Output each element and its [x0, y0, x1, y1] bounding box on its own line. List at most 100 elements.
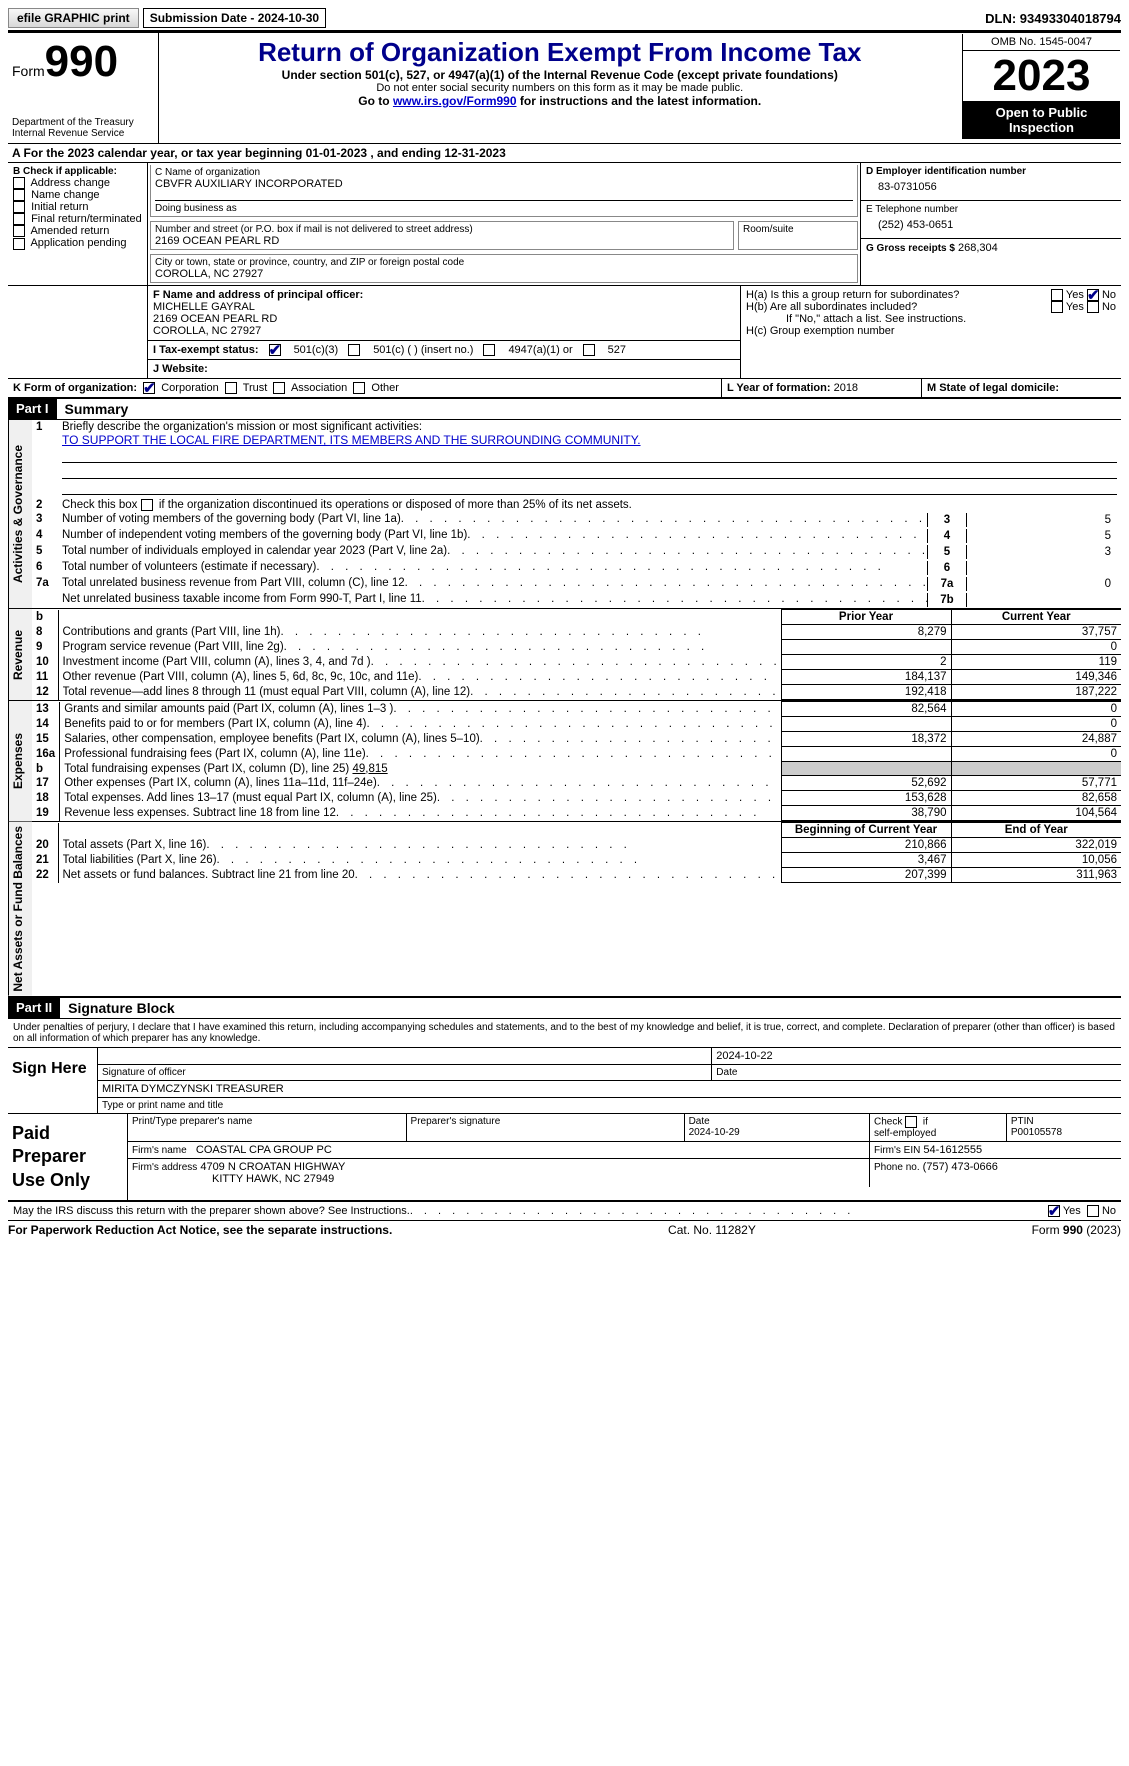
discuss-yes[interactable]	[1048, 1205, 1060, 1217]
tax-year: 2023	[962, 51, 1120, 101]
chk-assoc[interactable]	[273, 382, 285, 394]
phone-label: E Telephone number	[866, 204, 1116, 215]
year-formation: 2018	[834, 382, 858, 394]
box-b-checkbox[interactable]	[13, 189, 25, 201]
box-b-checkbox[interactable]	[13, 201, 25, 213]
box-b-item: Address change	[13, 177, 142, 189]
ha-yes[interactable]	[1051, 289, 1063, 301]
officer-name: MICHELLE GAYRAL	[153, 301, 735, 313]
fin-text: Salaries, other compensation, employee b…	[60, 732, 781, 747]
box-m: M State of legal domicile:	[921, 379, 1121, 397]
line-num: 7a	[36, 577, 62, 589]
firm-ein-row: Firm's EIN 54-1612555	[870, 1141, 1122, 1158]
box-l: L Year of formation: 2018	[721, 379, 921, 397]
line-text: Total number of individuals employed in …	[62, 545, 447, 557]
submission-date: Submission Date - 2024-10-30	[143, 8, 326, 28]
chk-527[interactable]	[583, 344, 595, 356]
fin-current: 149,346	[951, 670, 1121, 685]
box-b-checkbox[interactable]	[13, 177, 25, 189]
line-box: 5	[927, 545, 967, 559]
box-f: F Name and address of principal officer:…	[148, 286, 740, 340]
section-expenses: Expenses 13Grants and similar amounts pa…	[8, 701, 1121, 822]
fin-current: 104,564	[951, 806, 1121, 821]
fin-current: 0	[951, 702, 1121, 717]
footer-paperwork: For Paperwork Reduction Act Notice, see …	[8, 1223, 392, 1237]
fin-prior: 82,564	[781, 702, 951, 717]
firm-name-row: Firm's name COASTAL CPA GROUP PC	[128, 1141, 870, 1158]
sign-here-label: Sign Here	[8, 1048, 98, 1113]
box-c: C Name of organization CBVFR AUXILIARY I…	[148, 163, 861, 285]
chk-corp[interactable]	[143, 382, 155, 394]
form-title: Return of Organization Exempt From Incom…	[167, 37, 954, 68]
mission-underline	[62, 449, 1117, 463]
box-b-item: Application pending	[13, 237, 142, 249]
line-1-label: Briefly describe the organization's miss…	[62, 421, 422, 433]
officer-label: F Name and address of principal officer:	[153, 289, 735, 301]
sign-here-block: Sign Here 2024-10-22 Signature of office…	[8, 1047, 1121, 1114]
line-box: 6	[927, 561, 967, 575]
fin-row: 22Net assets or fund balances. Subtract …	[32, 868, 1121, 883]
fin-current: 187,222	[951, 685, 1121, 700]
name-title-label: Type or print name and title	[98, 1097, 1121, 1113]
fin-text: Total assets (Part X, line 16) . . . . .…	[58, 838, 781, 853]
officer-name-title: MIRITA DYMCZYNSKI TREASURER	[98, 1080, 1121, 1097]
fin-row: 13Grants and similar amounts paid (Part …	[32, 702, 1121, 717]
efile-print-button[interactable]: efile GRAPHIC print	[8, 8, 139, 28]
fin-row: 11Other revenue (Part VIII, column (A), …	[32, 670, 1121, 685]
opt-527: 527	[608, 344, 626, 356]
chk-4947[interactable]	[483, 344, 495, 356]
vlabel-net-assets: Net Assets or Fund Balances	[8, 822, 32, 996]
box-b-item-label: Initial return	[31, 201, 88, 213]
fin-row: 20Total assets (Part X, line 16) . . . .…	[32, 838, 1121, 853]
line-value: 5	[967, 529, 1117, 543]
discuss-yes-lbl: Yes	[1063, 1205, 1081, 1217]
box-b-checkbox[interactable]	[13, 213, 25, 225]
line-num: 4	[36, 529, 62, 541]
hb-yes[interactable]	[1051, 301, 1063, 313]
fin-prior	[781, 747, 951, 762]
box-b-item-label: Name change	[31, 189, 100, 201]
irs-link[interactable]: www.irs.gov/Form990	[393, 94, 517, 108]
gov-line: 7aTotal unrelated business revenue from …	[32, 576, 1121, 592]
chk-discontinued[interactable]	[141, 499, 153, 511]
box-b-checkbox[interactable]	[13, 225, 25, 237]
fin-row: 14Benefits paid to or for members (Part …	[32, 717, 1121, 732]
box-b-item-label: Application pending	[30, 237, 126, 249]
website-label: J Website:	[153, 363, 208, 375]
line-box: 7b	[927, 593, 967, 607]
fin-row: 21Total liabilities (Part X, line 26) . …	[32, 853, 1121, 868]
chk-other[interactable]	[353, 382, 365, 394]
line-value: 3	[967, 545, 1117, 559]
part2-header: Part II Signature Block	[8, 997, 1121, 1019]
fin-hdr-b: b	[32, 610, 58, 625]
fin-row: 9Program service revenue (Part VIII, lin…	[32, 640, 1121, 655]
ha-no[interactable]	[1087, 289, 1099, 301]
fin-prior	[781, 717, 951, 732]
f-h-section: F Name and address of principal officer:…	[8, 285, 1121, 378]
prep-sig-hdr: Preparer's signature	[406, 1114, 684, 1142]
footer-form: Form 990 (2023)	[1032, 1223, 1121, 1237]
box-b-checkbox[interactable]	[13, 238, 25, 250]
hb-no[interactable]	[1087, 301, 1099, 313]
phone-value: (252) 453-0651	[866, 215, 1116, 235]
hdr-begin-year: Beginning of Current Year	[781, 823, 951, 838]
line-box: 3	[927, 513, 967, 527]
box-b-item: Amended return	[13, 225, 142, 237]
fin-current: 322,019	[951, 838, 1121, 853]
city-label: City or town, state or province, country…	[155, 257, 853, 268]
officer-addr1: 2169 OCEAN PEARL RD	[153, 313, 735, 325]
part2-title: Signature Block	[60, 998, 183, 1018]
chk-501c[interactable]	[348, 344, 360, 356]
hdr-prior-year: Prior Year	[781, 610, 951, 625]
sign-date: 2024-10-22	[712, 1048, 1121, 1065]
hdr-end-year: End of Year	[951, 823, 1121, 838]
chk-501c3[interactable]	[269, 344, 281, 356]
chk-trust[interactable]	[225, 382, 237, 394]
part1-header: Part I Summary	[8, 398, 1121, 420]
chk-self-employed[interactable]	[905, 1116, 917, 1128]
gov-line: 3Number of voting members of the governi…	[32, 512, 1121, 528]
discuss-no[interactable]	[1087, 1205, 1099, 1217]
discuss-text: May the IRS discuss this return with the…	[13, 1205, 410, 1217]
box-j: J Website:	[148, 359, 740, 378]
fin-row: 17Other expenses (Part IX, column (A), l…	[32, 776, 1121, 791]
